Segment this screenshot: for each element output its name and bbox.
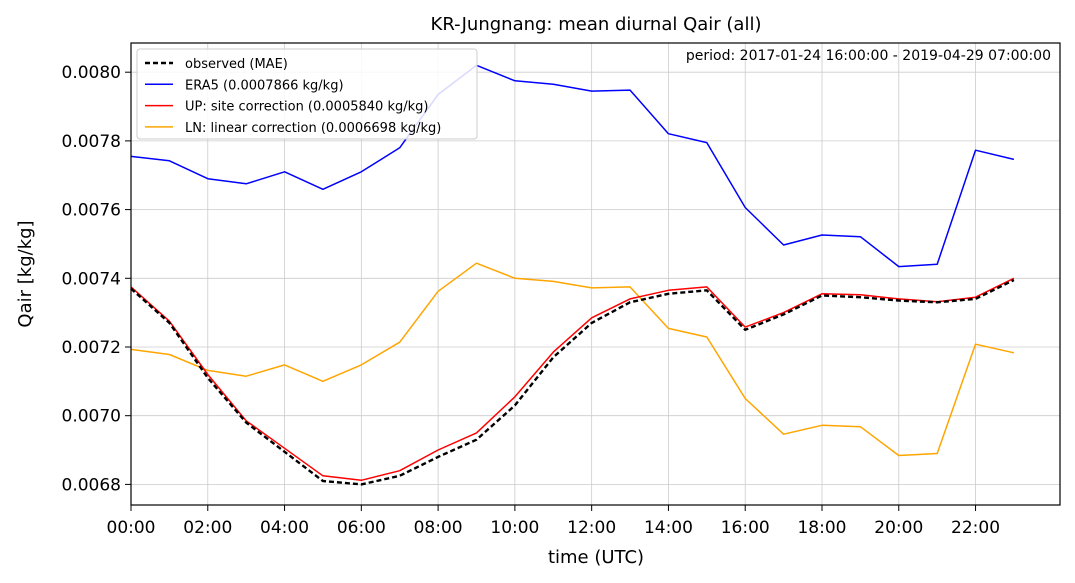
plot-frame xyxy=(130,42,1061,506)
x-tick-label: 14:00 xyxy=(644,518,693,538)
y-axis-label: Qair [kg/kg] xyxy=(15,220,36,327)
y-tick-label: 0.0070 xyxy=(62,407,121,427)
x-tick-label: 12:00 xyxy=(567,518,616,538)
x-tick-label: 00:00 xyxy=(107,518,156,538)
y-axis: 0.0068 0.0070 0.0072 0.0074 0.0076 0.0078 0.00… xyxy=(62,63,131,495)
legend-label-3: LN: linear correction (0.0006698 kg/kg) xyxy=(185,121,441,136)
legend-label-1: ERA5 (0.0007866 kg/kg) xyxy=(185,78,344,93)
legend-label-0: observed (MAE) xyxy=(185,57,288,72)
y-tick-label: 0.0068 xyxy=(62,475,121,495)
y-tick-label: 0.0072 xyxy=(62,338,121,358)
x-axis: 00:00 02:00 04:00 06:00 08:00 10:00 12:00 14:00… xyxy=(107,505,1000,538)
x-tick-label: 10:00 xyxy=(490,518,539,538)
series-lines xyxy=(130,64,1015,486)
x-tick-label: 22:00 xyxy=(951,518,1000,538)
x-tick-label: 02:00 xyxy=(183,518,232,538)
series-line-0 xyxy=(130,278,1015,486)
period-annotation: period: 2017-01-24 16:00:00 - 2019-04-29… xyxy=(686,48,1051,64)
x-tick-label: 04:00 xyxy=(260,518,309,538)
x-axis-label: time (UTC) xyxy=(548,547,644,568)
y-tick-label: 0.0080 xyxy=(62,63,121,83)
y-tick-label: 0.0074 xyxy=(62,269,121,289)
x-tick-label: 06:00 xyxy=(337,518,386,538)
series-line-1 xyxy=(130,64,1015,268)
y-tick-label: 0.0078 xyxy=(62,132,121,152)
x-tick-label: 16:00 xyxy=(721,518,770,538)
series-line-2 xyxy=(130,277,1015,482)
x-tick-label: 20:00 xyxy=(874,518,923,538)
x-tick-label: 08:00 xyxy=(414,518,463,538)
legend-label-2: UP: site correction (0.0005840 kg/kg) xyxy=(185,100,428,115)
legend-box xyxy=(136,48,478,140)
x-tick-label: 18:00 xyxy=(797,518,846,538)
series-line-3 xyxy=(130,262,1015,457)
y-tick-label: 0.0076 xyxy=(62,201,121,221)
chart-title: KR-Jungnang: mean diurnal Qair (all) xyxy=(431,14,762,35)
legend: observed (MAE) ERA5 (0.0007866 kg/kg) UP: … xyxy=(136,48,478,140)
